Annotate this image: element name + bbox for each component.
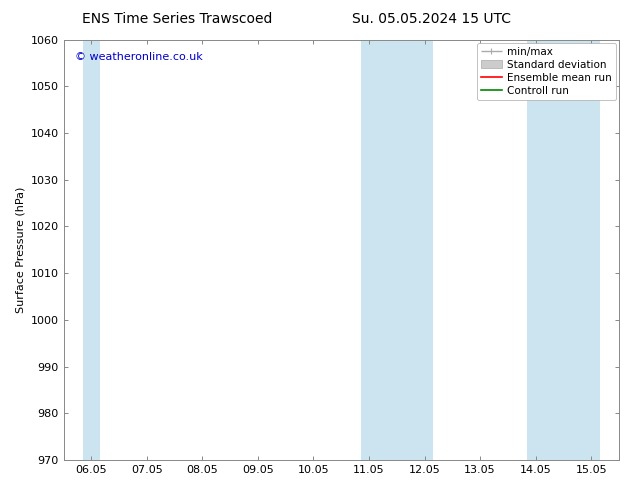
Text: © weatheronline.co.uk: © weatheronline.co.uk	[75, 52, 202, 62]
Legend: min/max, Standard deviation, Ensemble mean run, Controll run: min/max, Standard deviation, Ensemble me…	[477, 43, 616, 100]
Bar	[83, 40, 100, 460]
Bar	[361, 40, 433, 460]
Text: Su. 05.05.2024 15 UTC: Su. 05.05.2024 15 UTC	[352, 12, 510, 26]
Bar	[527, 40, 600, 460]
Text: ENS Time Series Trawscoed: ENS Time Series Trawscoed	[82, 12, 273, 26]
Y-axis label: Surface Pressure (hPa): Surface Pressure (hPa)	[15, 187, 25, 313]
